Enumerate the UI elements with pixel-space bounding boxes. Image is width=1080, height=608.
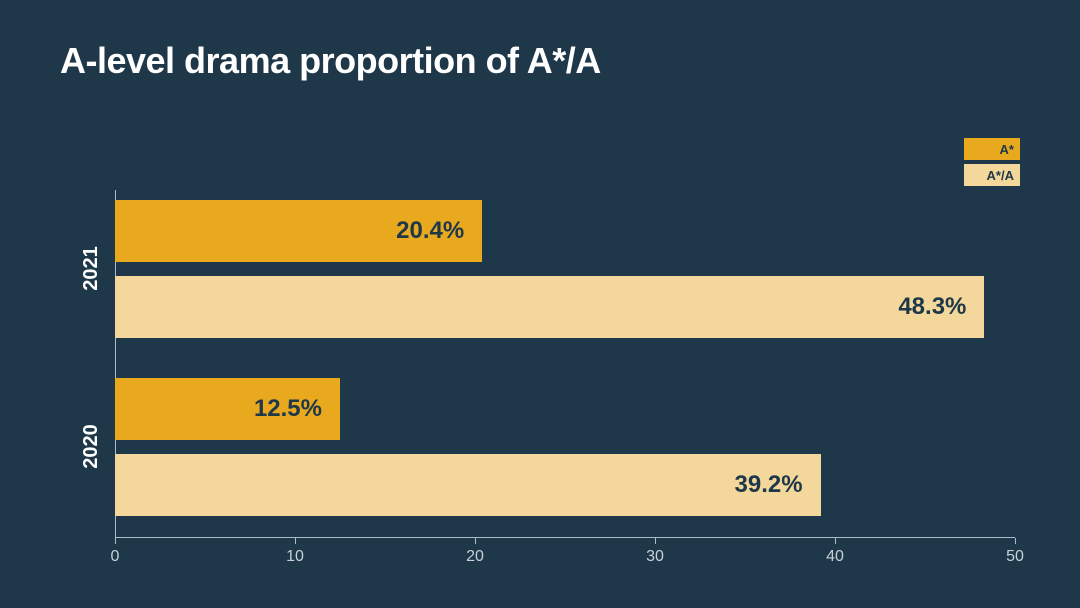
x-tick bbox=[115, 538, 116, 544]
x-tick-label: 10 bbox=[286, 548, 304, 566]
y-group-label: 2020 bbox=[80, 424, 103, 469]
x-tick bbox=[835, 538, 836, 544]
x-tick bbox=[475, 538, 476, 544]
x-tick-label: 20 bbox=[466, 548, 484, 566]
bar: 48.3% bbox=[115, 276, 984, 338]
chart-container: A-level drama proportion of A*/A A*A*/A … bbox=[0, 0, 1080, 608]
x-tick bbox=[1015, 538, 1016, 544]
legend-item: A* bbox=[964, 138, 1020, 160]
x-tick-label: 50 bbox=[1006, 548, 1024, 566]
x-tick bbox=[655, 538, 656, 544]
bar: 39.2% bbox=[115, 454, 821, 516]
bar: 20.4% bbox=[115, 200, 482, 262]
legend-item: A*/A bbox=[964, 164, 1020, 186]
y-group-label: 2021 bbox=[80, 246, 103, 291]
chart-title: A-level drama proportion of A*/A bbox=[60, 40, 1020, 82]
plot-area: 0102030405020.4%48.3%202112.5%39.2%2020 bbox=[115, 190, 1015, 538]
x-tick-label: 40 bbox=[826, 548, 844, 566]
x-tick-label: 0 bbox=[111, 548, 120, 566]
x-tick bbox=[295, 538, 296, 544]
bar: 12.5% bbox=[115, 378, 340, 440]
x-tick-label: 30 bbox=[646, 548, 664, 566]
x-axis-line bbox=[115, 537, 1015, 538]
legend: A* A*/A bbox=[964, 138, 1020, 186]
